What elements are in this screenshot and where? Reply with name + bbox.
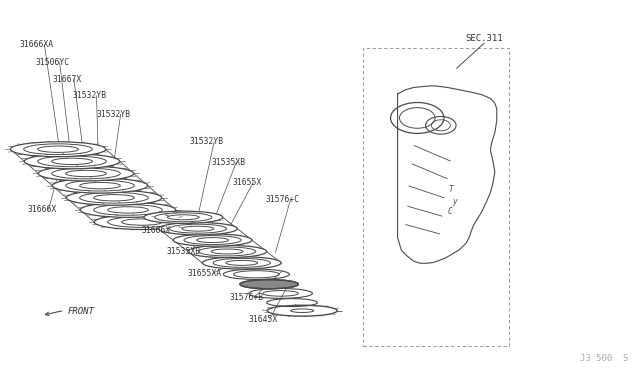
Ellipse shape <box>80 202 175 217</box>
Text: 31506YC: 31506YC <box>35 58 69 67</box>
Text: 31532YB: 31532YB <box>96 110 131 119</box>
Ellipse shape <box>24 154 120 169</box>
Ellipse shape <box>79 182 120 189</box>
Ellipse shape <box>108 217 176 227</box>
Ellipse shape <box>122 219 163 225</box>
Ellipse shape <box>52 158 92 164</box>
Text: 31576+C: 31576+C <box>266 195 300 205</box>
Ellipse shape <box>182 226 214 231</box>
Text: C: C <box>448 207 452 216</box>
Ellipse shape <box>66 180 134 191</box>
Text: 31655X: 31655X <box>232 178 262 187</box>
Text: 31645X: 31645X <box>249 315 278 324</box>
Text: y: y <box>452 197 457 206</box>
Text: 31667X: 31667X <box>53 75 82 84</box>
Ellipse shape <box>173 234 252 246</box>
Bar <box>364 48 509 346</box>
Ellipse shape <box>38 166 134 181</box>
Ellipse shape <box>213 259 271 267</box>
Text: T: T <box>448 185 452 194</box>
Ellipse shape <box>168 215 199 220</box>
Ellipse shape <box>93 205 163 215</box>
Ellipse shape <box>79 192 148 203</box>
Text: 31576+B: 31576+B <box>230 293 264 302</box>
Ellipse shape <box>38 146 78 153</box>
Ellipse shape <box>144 211 223 224</box>
Ellipse shape <box>184 235 241 244</box>
Ellipse shape <box>170 224 227 233</box>
Ellipse shape <box>211 249 243 254</box>
Text: 31535XB: 31535XB <box>212 158 246 167</box>
Text: SEC.311: SEC.311 <box>465 34 503 44</box>
Text: 31666X: 31666X <box>28 205 57 214</box>
Ellipse shape <box>226 260 258 265</box>
Ellipse shape <box>94 215 189 230</box>
Text: 31532YB: 31532YB <box>72 92 106 100</box>
Ellipse shape <box>38 156 106 167</box>
Ellipse shape <box>52 178 148 193</box>
Text: 31655XA: 31655XA <box>188 269 222 278</box>
Ellipse shape <box>93 195 134 201</box>
Ellipse shape <box>188 245 267 258</box>
Text: FRONT: FRONT <box>68 307 95 316</box>
Ellipse shape <box>240 280 298 289</box>
Text: 31532YB: 31532YB <box>189 137 224 146</box>
Ellipse shape <box>159 222 237 235</box>
Ellipse shape <box>10 142 106 157</box>
Ellipse shape <box>202 257 281 269</box>
Ellipse shape <box>196 238 228 243</box>
Text: 31666X: 31666X <box>142 227 172 235</box>
Text: 31535XB: 31535XB <box>166 247 200 256</box>
Ellipse shape <box>108 207 148 213</box>
Ellipse shape <box>66 170 106 177</box>
Ellipse shape <box>67 190 162 205</box>
Text: J3 500  S: J3 500 S <box>580 354 628 363</box>
Text: 31666XA: 31666XA <box>20 40 54 49</box>
Ellipse shape <box>24 144 92 155</box>
Ellipse shape <box>52 168 120 179</box>
Ellipse shape <box>155 213 212 222</box>
Ellipse shape <box>198 247 256 256</box>
